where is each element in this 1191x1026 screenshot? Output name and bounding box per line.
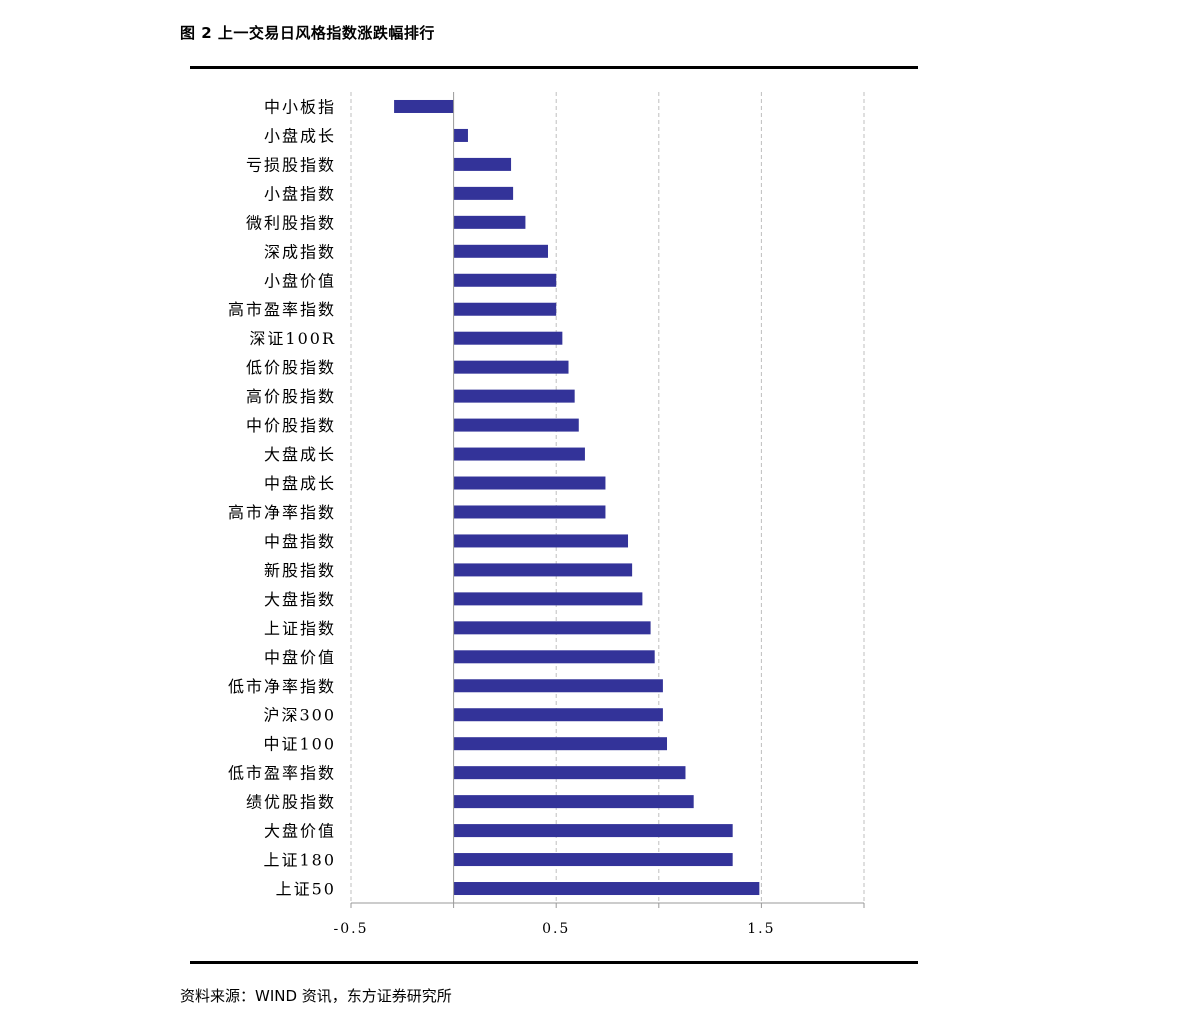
axes xyxy=(350,92,865,908)
category-label: 低市盈率指数 xyxy=(228,764,336,783)
bar xyxy=(394,99,454,113)
category-label: 中盘成长 xyxy=(264,474,336,493)
category-labels: 中小板指小盘成长亏损股指数小盘指数微利股指数深成指数小盘价值高市盈率指数深证10… xyxy=(228,97,336,899)
category-label: 中证100 xyxy=(263,735,336,754)
bar xyxy=(453,679,663,693)
category-label: 中小板指 xyxy=(264,97,336,116)
tick-labels: -0.5 0.5 1.5 xyxy=(334,921,775,937)
bar xyxy=(453,418,579,432)
category-label: 小盘价值 xyxy=(264,271,336,290)
category-label: 高市盈率指数 xyxy=(228,300,336,319)
bar xyxy=(453,331,563,345)
bar xyxy=(453,157,512,171)
category-label: 绩优股指数 xyxy=(246,793,336,812)
bar xyxy=(453,853,733,867)
bar xyxy=(453,360,569,374)
bar xyxy=(453,795,694,809)
bar xyxy=(453,882,760,896)
bar xyxy=(453,824,733,838)
bar xyxy=(453,621,651,635)
category-label: 大盘成长 xyxy=(264,445,336,464)
source-note: 资料来源：WIND 资讯，东方证券研究所 xyxy=(180,987,452,1005)
bar xyxy=(453,563,633,577)
bar-chart: 中小板指小盘成长亏损股指数小盘指数微利股指数深成指数小盘价值高市盈率指数深证10… xyxy=(228,92,865,937)
category-label: 小盘指数 xyxy=(264,184,336,203)
category-label: 大盘价值 xyxy=(264,822,336,841)
bar xyxy=(453,302,557,316)
category-label: 上证50 xyxy=(276,880,336,899)
bars xyxy=(394,99,760,896)
bar xyxy=(453,389,575,403)
category-label: 低价股指数 xyxy=(246,358,336,377)
bar xyxy=(453,737,668,751)
bar xyxy=(453,128,468,142)
bottom-rule xyxy=(190,961,918,964)
category-label: 高价股指数 xyxy=(246,387,336,406)
category-label: 中价股指数 xyxy=(246,416,336,435)
bar xyxy=(453,505,606,519)
bar xyxy=(453,708,663,722)
bar xyxy=(453,650,655,664)
bar xyxy=(453,447,585,461)
bar xyxy=(453,244,548,258)
category-label: 深证100R xyxy=(249,329,336,348)
category-label: 大盘指数 xyxy=(264,590,336,609)
bar xyxy=(453,592,643,606)
category-label: 中盘价值 xyxy=(264,648,336,667)
category-label: 深成指数 xyxy=(264,242,336,261)
top-rule xyxy=(190,66,918,69)
category-label: 亏损股指数 xyxy=(246,155,336,174)
x-tick-label: 1.5 xyxy=(747,921,775,937)
bar xyxy=(453,476,606,490)
bar xyxy=(453,273,557,287)
bar xyxy=(453,215,526,229)
category-label: 高市净率指数 xyxy=(228,503,336,522)
category-label: 微利股指数 xyxy=(246,213,336,232)
bar xyxy=(453,186,514,200)
figure-title: 图 2 上一交易日风格指数涨跌幅排行 xyxy=(180,24,435,42)
category-label: 上证180 xyxy=(263,851,336,870)
category-label: 新股指数 xyxy=(264,561,336,580)
x-tick-label: 0.5 xyxy=(542,921,570,937)
bar xyxy=(453,766,686,780)
category-label: 小盘成长 xyxy=(264,126,336,145)
grid-lines xyxy=(350,92,865,903)
bar xyxy=(453,534,629,548)
category-label: 沪深300 xyxy=(263,706,336,725)
category-label: 中盘指数 xyxy=(264,532,336,551)
x-tick-label: -0.5 xyxy=(334,921,369,937)
category-label: 上证指数 xyxy=(264,619,336,638)
category-label: 低市净率指数 xyxy=(228,677,336,696)
